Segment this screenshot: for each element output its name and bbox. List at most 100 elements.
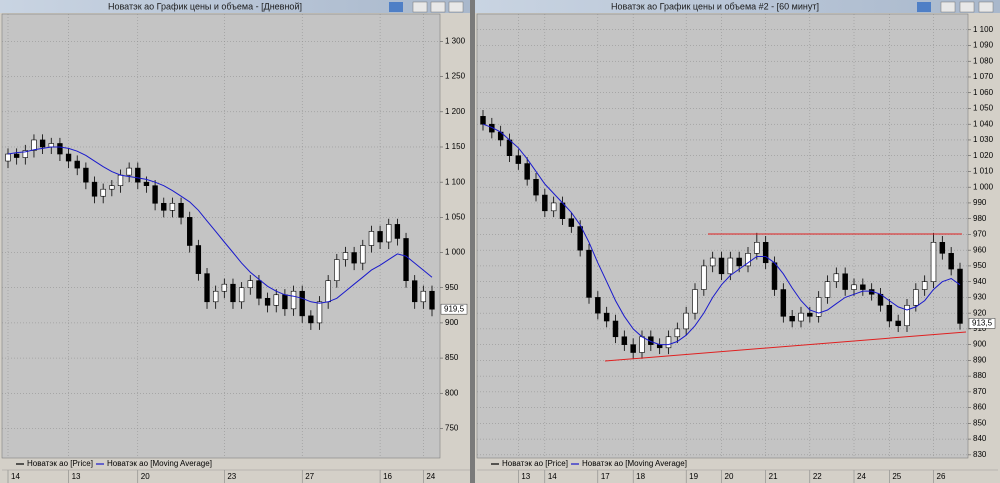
x-tick-label: 24 (857, 472, 866, 481)
candle-body (621, 336, 628, 345)
y-tick-label: 970 (973, 230, 987, 239)
close-button[interactable] (978, 1, 994, 13)
y-tick-label: 920 (973, 308, 987, 317)
candle-body (727, 257, 734, 275)
candle-body (429, 290, 435, 310)
current-price-label: 919,5 (444, 304, 465, 313)
pin-button[interactable] (917, 2, 931, 12)
minimize-button[interactable] (412, 1, 428, 13)
x-tick-label: 18 (636, 472, 645, 481)
candle-body (930, 241, 937, 282)
title-bar[interactable] (475, 0, 1000, 13)
maximize-button[interactable] (959, 1, 975, 13)
candle-body (860, 284, 866, 290)
candle-body (325, 280, 331, 303)
candle-body (100, 188, 106, 197)
legend-entry: Новатэк ао [Price] (27, 459, 93, 468)
candle-body (957, 268, 963, 324)
candle-body (39, 139, 46, 148)
x-tick-label: 13 (72, 472, 81, 481)
y-tick-label: 900 (445, 318, 459, 327)
candle-body (683, 312, 689, 330)
candle-body (403, 238, 409, 281)
candle-body (31, 139, 37, 151)
pin-button[interactable] (389, 2, 403, 12)
candle-body (842, 273, 848, 290)
x-tick-label: 21 (769, 472, 778, 481)
candle-body (789, 315, 795, 322)
candle-body (109, 185, 115, 190)
candle-body (824, 281, 831, 298)
candle-body (299, 290, 305, 317)
candle-body (886, 304, 893, 322)
plot-area (476, 13, 969, 459)
x-tick-label: 13 (521, 472, 530, 481)
x-tick-label: 24 (426, 472, 435, 481)
trend-line (604, 331, 967, 362)
window-title: Новатэк ао График цены и объема - [Дневн… (108, 1, 302, 11)
candle-body (126, 167, 132, 176)
y-tick-label: 950 (973, 261, 987, 270)
candle-body (74, 160, 80, 169)
candle-body (247, 280, 253, 289)
y-tick-label: 1 100 (973, 25, 994, 34)
y-tick-label: 830 (973, 450, 987, 459)
candle-body (701, 265, 707, 290)
candle-body (91, 181, 98, 197)
x-tick-label: 14 (548, 472, 557, 481)
candle-body (754, 241, 760, 254)
x-tick-label: 16 (383, 472, 392, 481)
candle-body (515, 155, 522, 164)
candle-body (83, 167, 89, 183)
y-tick-label: 860 (973, 403, 987, 412)
y-tick-label: 1 250 (445, 72, 466, 81)
candle-body (117, 174, 124, 186)
maximize-button[interactable] (430, 1, 446, 13)
candle-body (135, 167, 141, 183)
y-tick-label: 890 (973, 355, 987, 364)
candle-body (533, 179, 539, 196)
candle-body (718, 257, 725, 275)
candle-body (290, 290, 297, 310)
candle-body (762, 241, 769, 264)
y-tick-label: 1 050 (445, 212, 466, 221)
candle-body (195, 245, 202, 274)
x-tick-label: 19 (689, 472, 698, 481)
candle-body (187, 217, 193, 246)
candle-body (948, 253, 954, 270)
title-bar[interactable] (0, 0, 470, 13)
y-tick-label: 1 060 (973, 88, 994, 97)
x-tick-label: 23 (227, 472, 236, 481)
close-button[interactable] (448, 1, 464, 13)
minimize-button[interactable] (940, 1, 956, 13)
candle-body (360, 245, 366, 264)
candle-body (351, 252, 357, 264)
candle-body (921, 281, 928, 290)
candle-body (586, 249, 592, 298)
candle-body (48, 143, 54, 148)
y-tick-label: 880 (973, 371, 987, 380)
y-tick-label: 800 (445, 388, 459, 397)
y-tick-label: 900 (973, 340, 987, 349)
current-price-box (440, 303, 468, 315)
current-price-box (968, 318, 996, 329)
plot-area (1, 13, 441, 459)
candle-body (308, 315, 314, 324)
candle-body (745, 253, 751, 267)
y-tick-label: 1 050 (973, 104, 994, 113)
candle-body (342, 252, 349, 260)
candle-body (692, 289, 698, 314)
y-tick-label: 1 000 (445, 248, 466, 257)
candle-body (152, 185, 158, 204)
candle-body (665, 336, 672, 349)
legend-entry: Новатэк ао [Price] (502, 459, 568, 468)
candle-body (568, 218, 575, 227)
y-tick-label: 940 (973, 277, 987, 286)
moving-average (482, 123, 961, 346)
candle-body (506, 139, 513, 157)
candle-body (904, 304, 910, 327)
candle-body (230, 283, 236, 303)
y-tick-label: 1 300 (445, 37, 466, 46)
x-tick-label: 22 (813, 472, 822, 481)
